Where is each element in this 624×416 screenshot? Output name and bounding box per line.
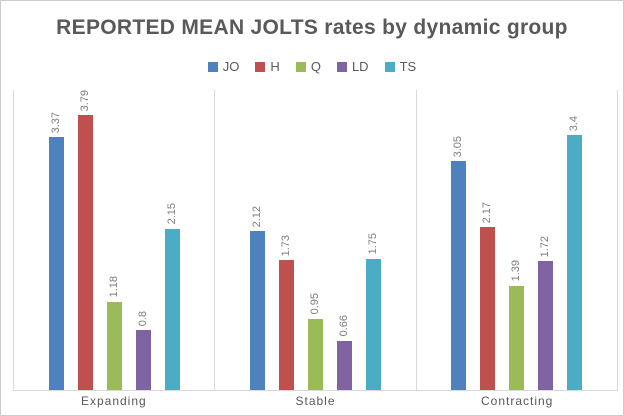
bar-group-item: 0.95 (307, 90, 323, 390)
legend-swatch-icon (336, 61, 347, 72)
bar-value-label: 3.37 (49, 111, 62, 134)
bar-group-item: 3.37 (48, 90, 64, 390)
bar-value-label: 3.05 (452, 135, 465, 158)
bar-ts-expanding (164, 228, 180, 390)
bar-value-label: 0.8 (136, 310, 149, 326)
bar-value-label: 3.79 (78, 90, 91, 112)
bar-group-item: 3.79 (77, 90, 93, 390)
bar-group-item: 1.73 (278, 90, 294, 390)
bar-group-item: 1.72 (538, 90, 554, 390)
panel-contracting: 3.05 2.17 1.39 1.72 3.4 (415, 90, 617, 390)
bar-group-item: 2.17 (480, 90, 496, 390)
bar-value-label: 3.4 (568, 115, 581, 131)
bar-h-stable (278, 260, 294, 390)
bar-group-item: 1.75 (365, 90, 381, 390)
legend-swatch-icon (255, 61, 266, 72)
bar-group-item: 0.8 (135, 90, 151, 390)
bar-group-item: 1.18 (106, 90, 122, 390)
legend-item-q: Q (295, 59, 321, 74)
bar-jo-contracting (451, 161, 467, 390)
bar-value-label: 1.73 (279, 234, 292, 257)
bar-h-contracting (480, 227, 496, 390)
bar-ts-contracting (567, 135, 583, 390)
legend: JO H Q LD TS (1, 59, 623, 74)
bar-ld-expanding (135, 330, 151, 390)
bar-group-item: 2.15 (164, 90, 180, 390)
legend-swatch-icon (207, 61, 218, 72)
bar-ld-stable (336, 340, 352, 390)
legend-swatch-icon (295, 61, 306, 72)
bar-value-label: 1.75 (366, 233, 379, 255)
legend-label: Q (310, 59, 321, 74)
category-label-expanding: Expanding (80, 394, 147, 408)
legend-item-h: H (255, 59, 280, 74)
bar-group-item: 3.4 (567, 90, 583, 390)
bar-group-item: 3.05 (451, 90, 467, 390)
bar-value-label: 0.66 (337, 315, 350, 337)
bar-q-stable (307, 318, 323, 390)
bar-q-expanding (106, 301, 122, 390)
bar-group-item: 0.66 (336, 90, 352, 390)
bar-jo-stable (249, 231, 265, 390)
bar-value-label: 2.12 (250, 205, 263, 227)
legend-item-jo: JO (207, 59, 240, 74)
bar-q-contracting (509, 285, 525, 390)
legend-label: TS (399, 59, 417, 74)
bar-group-item: 2.12 (249, 90, 265, 390)
legend-label: H (270, 59, 280, 74)
plot-area: 3.37 3.79 1.18 0.8 2.15 2.12 1.73 0.95 0.66 1.75 3… (13, 90, 618, 391)
bar-value-label: 1.39 (510, 260, 523, 282)
bar-value-label: 1.72 (539, 235, 552, 257)
bar-h-expanding (77, 115, 93, 390)
chart-title: REPORTED MEAN JOLTS rates by dynamic gro… (56, 16, 568, 39)
legend-swatch-icon (384, 61, 395, 72)
bar-value-label: 2.17 (481, 201, 494, 224)
bar-ts-stable (365, 258, 381, 390)
legend-item-ts: TS (384, 59, 417, 74)
x-axis: Expanding Stable Contracting (13, 394, 618, 408)
bar-jo-expanding (48, 137, 64, 390)
bar-value-label: 0.95 (308, 293, 321, 315)
bar-value-label: 2.15 (165, 203, 178, 225)
bar-ld-contracting (538, 261, 554, 390)
category-label-contracting: Contracting (480, 394, 554, 408)
legend-label: JO (222, 59, 240, 74)
legend-label: LD (351, 59, 369, 74)
legend-item-ld: LD (336, 59, 369, 74)
panel-expanding: 3.37 3.79 1.18 0.8 2.15 (14, 90, 214, 390)
panel-stable: 2.12 1.73 0.95 0.66 1.75 (214, 90, 415, 390)
bar-value-label: 1.18 (107, 276, 120, 298)
category-label-stable: Stable (295, 394, 336, 408)
bar-group-item: 1.39 (509, 90, 525, 390)
